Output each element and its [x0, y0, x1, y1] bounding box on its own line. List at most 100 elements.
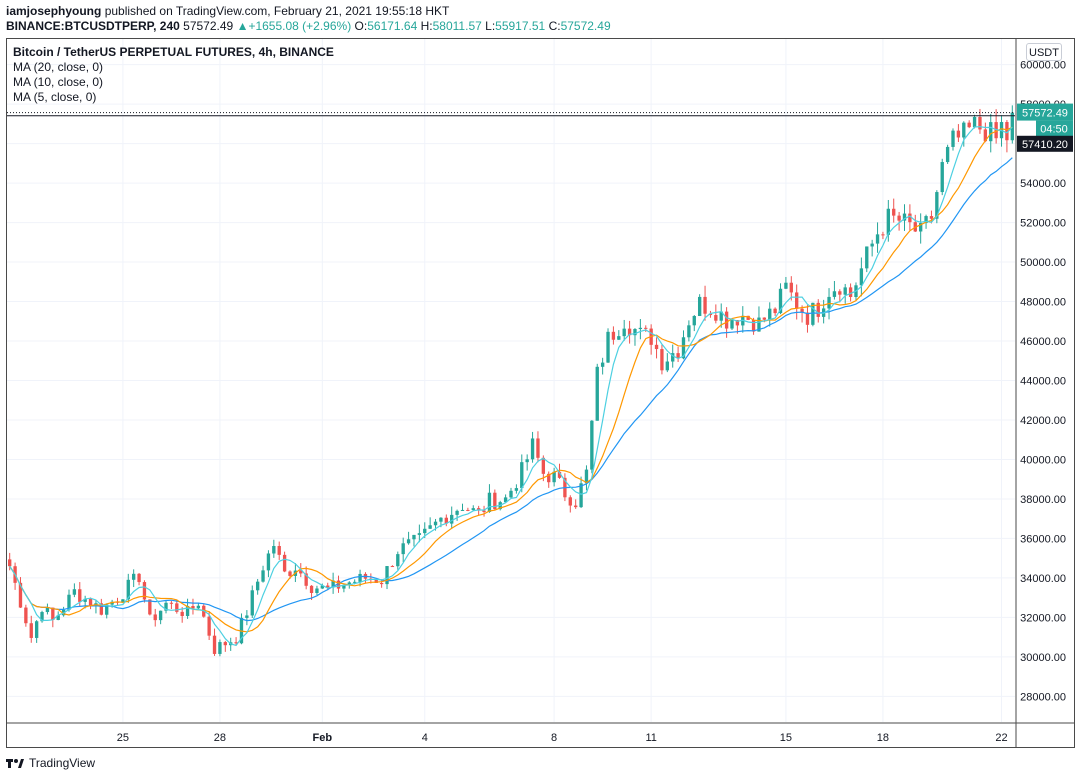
footer-brand[interactable]: TradingView — [29, 756, 96, 770]
candle-body — [892, 208, 896, 216]
candle-body — [530, 438, 535, 460]
candle-body — [299, 570, 303, 574]
y-tick-label: 48000.00 — [1020, 297, 1066, 309]
open-value: 56171.64 — [367, 19, 418, 33]
candle-body — [503, 497, 508, 503]
candle-body — [805, 312, 810, 325]
candle-body — [83, 598, 87, 602]
candle-body — [282, 554, 287, 572]
candle-body — [967, 122, 971, 128]
candle-body — [487, 492, 492, 512]
candle-body — [385, 566, 389, 585]
candle-body — [24, 607, 28, 624]
chart-frame[interactable] — [6, 38, 1075, 748]
candle-body — [455, 510, 459, 515]
candle-body — [956, 130, 961, 138]
x-tick-label: 4 — [422, 732, 428, 744]
candle-body — [719, 311, 723, 321]
candle-body — [654, 344, 659, 350]
candle-body — [164, 602, 168, 611]
candle-body — [579, 483, 583, 508]
author-name[interactable]: iamjosephyoung — [6, 4, 102, 18]
candle-body — [8, 559, 12, 567]
candle-body — [724, 311, 729, 329]
candle-body — [255, 581, 260, 591]
currency-button[interactable]: USDT — [1026, 43, 1062, 61]
candle-body — [315, 588, 319, 593]
y-tick-label: 50000.00 — [1020, 257, 1066, 269]
chart-title: Bitcoin / TetherUS PERPETUAL FUTURES, 4h… — [13, 45, 334, 59]
candle-body — [412, 534, 416, 540]
candle-body — [401, 543, 405, 555]
candle-body — [493, 492, 497, 510]
candle-body — [886, 208, 890, 235]
candle-body — [153, 614, 157, 621]
candle-body — [374, 579, 378, 584]
candle-body — [924, 216, 928, 224]
y-tick-label: 60000.00 — [1020, 60, 1066, 72]
x-tick-label: 25 — [117, 732, 129, 744]
candle-body — [196, 605, 201, 609]
candle-body — [703, 296, 707, 314]
candle-body — [773, 308, 777, 314]
candle-body — [169, 602, 174, 604]
close-value: 57572.49 — [560, 19, 611, 33]
candle-body — [212, 635, 217, 654]
candle-body — [568, 497, 572, 506]
x-tick-label: 15 — [780, 732, 792, 744]
candle-body — [789, 282, 793, 293]
countdown-label: 04:50 — [1040, 124, 1068, 136]
legend-ma20[interactable]: MA (20, close, 0) — [13, 60, 104, 74]
y-tick-label: 40000.00 — [1020, 454, 1066, 466]
high-value: 58011.57 — [432, 19, 482, 33]
candle-body — [18, 582, 23, 608]
candle-body — [843, 287, 847, 295]
candle-body — [175, 603, 179, 612]
candle-body — [460, 509, 465, 511]
candle-body — [347, 582, 351, 585]
candle-body — [514, 488, 519, 491]
candle-body — [234, 642, 238, 644]
candle-body — [881, 234, 885, 236]
price-change: +1655.08 (+2.96%) — [248, 19, 352, 33]
candle-body — [331, 580, 335, 588]
candle-body — [778, 288, 783, 314]
candle-body — [832, 291, 837, 297]
legend-ma10[interactable]: MA (10, close, 0) — [13, 75, 104, 89]
candle-body — [450, 514, 454, 524]
candle-body — [918, 223, 923, 232]
candle-body — [1005, 122, 1009, 141]
candle-body — [379, 583, 384, 585]
candle-body — [617, 336, 621, 340]
candle-body — [142, 582, 147, 600]
candle-body — [439, 517, 443, 522]
candle-body — [1010, 112, 1014, 141]
candle-body — [827, 296, 831, 309]
candle-body — [972, 116, 977, 128]
legend-ma5[interactable]: MA (5, close, 0) — [13, 90, 97, 104]
candle-body — [714, 315, 718, 321]
candle-body — [978, 116, 982, 130]
candle-body — [158, 610, 163, 621]
candle-body — [336, 580, 341, 589]
candle-body — [423, 528, 427, 534]
candle-body — [595, 366, 599, 421]
last-price-label: 57572.49 — [1022, 108, 1068, 120]
candle-body — [875, 234, 880, 244]
candles — [8, 105, 1014, 657]
candle-body — [908, 213, 912, 223]
candle-body — [358, 573, 362, 582]
candle-body — [99, 603, 104, 615]
candle-body — [67, 594, 71, 610]
candle-body — [191, 606, 195, 609]
candle-body — [72, 589, 77, 595]
candle-body — [525, 459, 529, 463]
candle-body — [272, 546, 276, 554]
candle-body — [126, 579, 130, 600]
candle-body — [692, 315, 696, 326]
candle-body — [78, 589, 82, 602]
candle-body — [110, 601, 114, 605]
candle-body — [520, 462, 524, 489]
candle-body — [768, 308, 772, 320]
